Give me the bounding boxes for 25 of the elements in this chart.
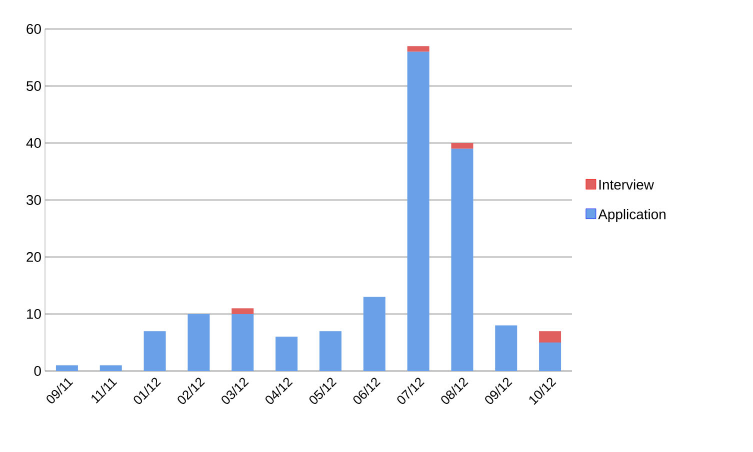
bar bbox=[363, 296, 386, 371]
y-tick-label: 30 bbox=[26, 195, 41, 205]
y-tick-label: 10 bbox=[27, 309, 41, 319]
bar bbox=[100, 365, 122, 371]
bar bbox=[539, 342, 562, 371]
bar bbox=[495, 325, 518, 371]
legend-label: Application bbox=[598, 208, 666, 222]
y-tick-label: 50 bbox=[26, 81, 41, 91]
bar bbox=[407, 46, 430, 52]
bar bbox=[56, 365, 78, 371]
bar bbox=[144, 331, 166, 371]
bar bbox=[451, 143, 474, 149]
bar bbox=[232, 308, 254, 314]
bar bbox=[539, 331, 562, 342]
bar bbox=[319, 331, 342, 371]
bar bbox=[232, 314, 254, 371]
bar bbox=[188, 314, 210, 371]
bar bbox=[407, 52, 430, 371]
y-tick-label: 60 bbox=[26, 24, 41, 34]
y-tick-label: 20 bbox=[26, 252, 41, 262]
y-tick-label: 40 bbox=[26, 138, 41, 148]
bar bbox=[451, 148, 474, 371]
legend-label: Interview bbox=[599, 179, 654, 190]
y-tick-label: 0 bbox=[34, 366, 41, 376]
bar bbox=[276, 336, 298, 371]
